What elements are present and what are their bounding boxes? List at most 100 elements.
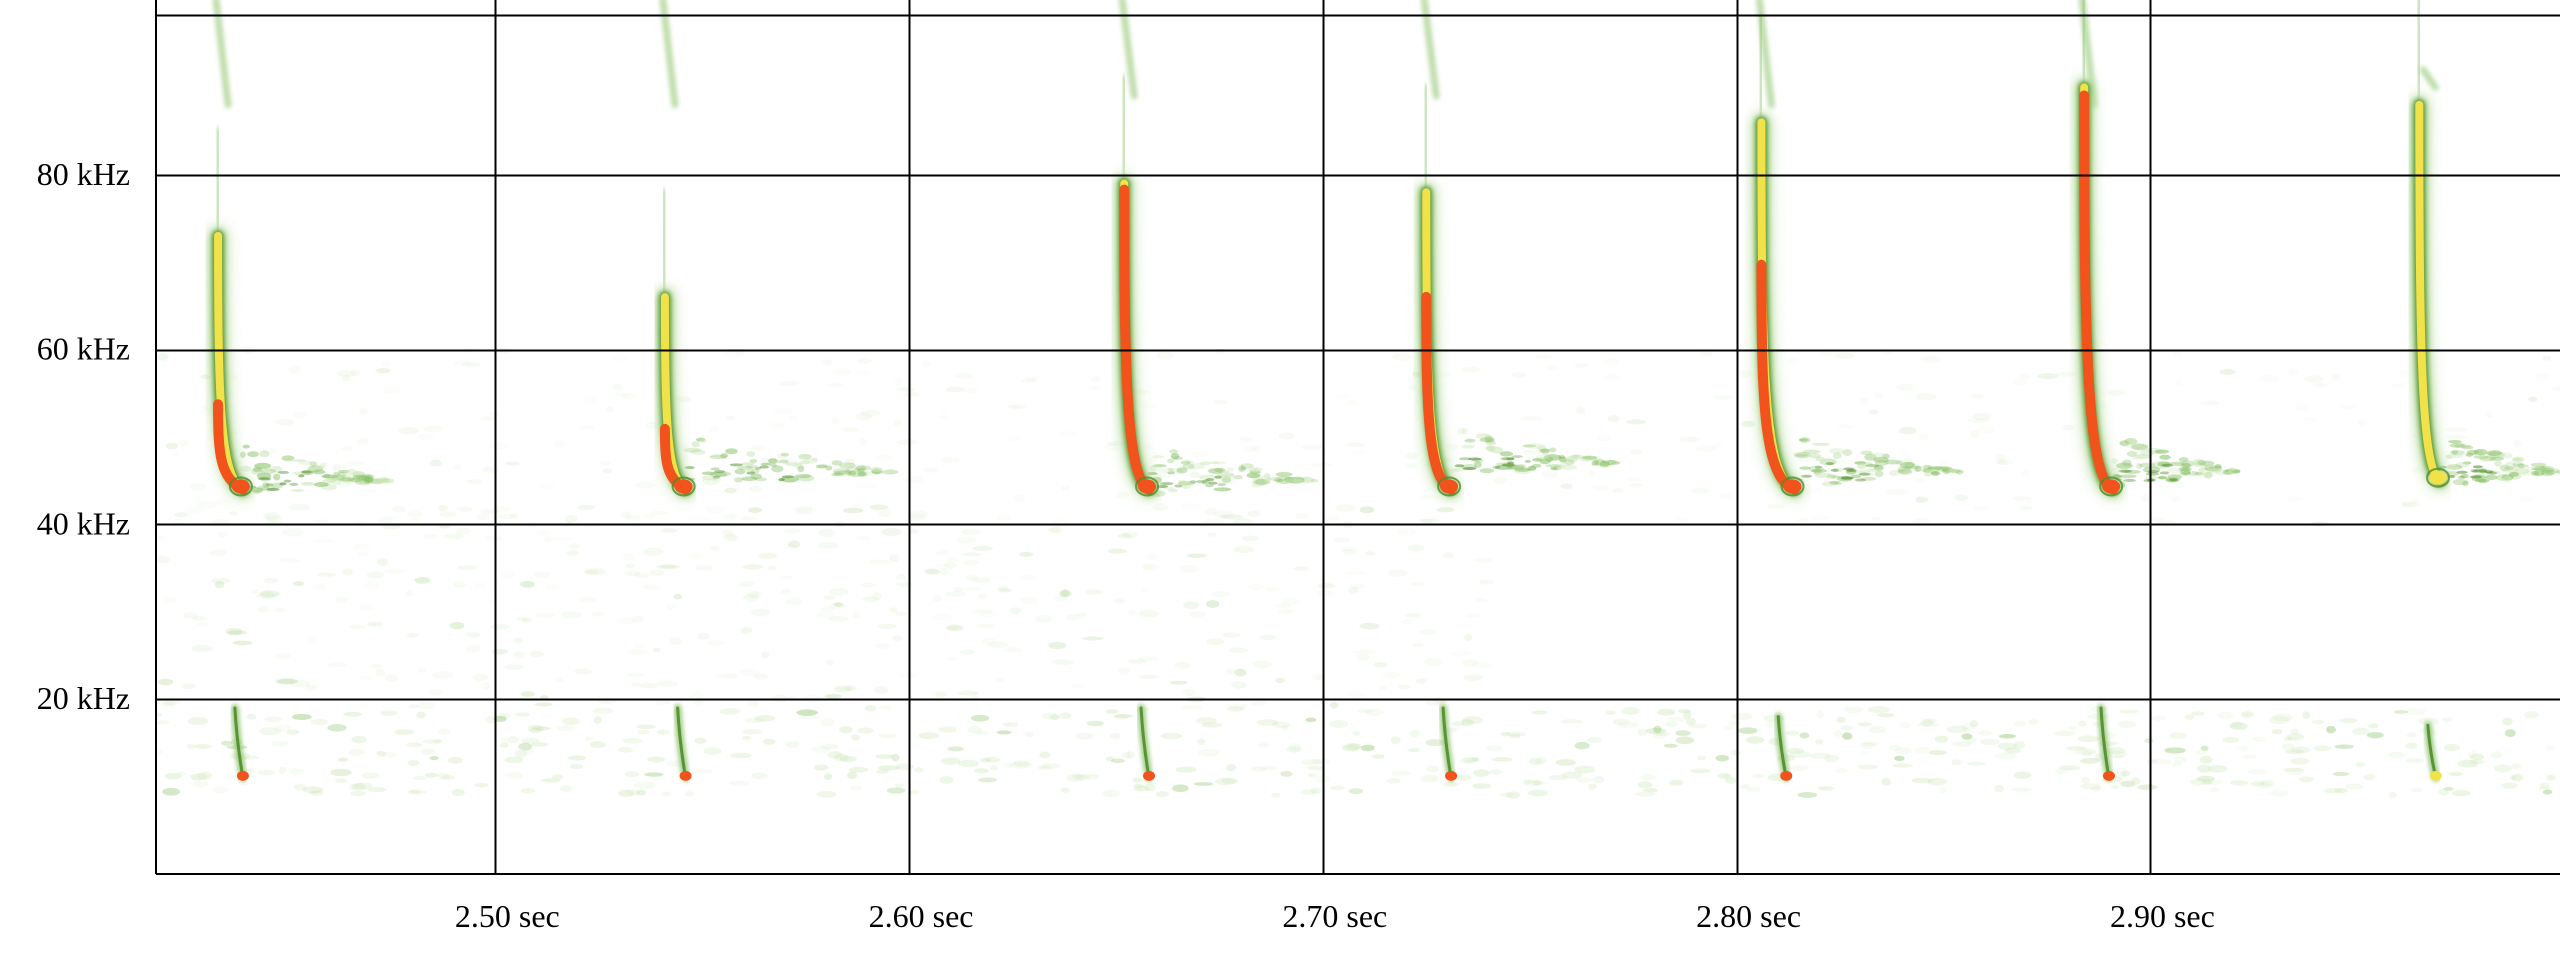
noise-speck [489, 623, 510, 630]
noise-speck [1419, 494, 1441, 499]
noise-speck [1451, 650, 1473, 657]
noise-speck [2518, 496, 2534, 503]
call-echo [811, 457, 818, 462]
noise-speck [176, 771, 186, 776]
noise-speck [2443, 786, 2454, 792]
noise-speck [1973, 506, 1990, 511]
noise-speck [787, 540, 801, 548]
noise-speck [621, 511, 632, 519]
call-echo [1955, 469, 1964, 475]
noise-speck [1113, 713, 1133, 718]
call-echo [1950, 469, 1961, 474]
noise-speck [1060, 431, 1076, 437]
call-echo-dark [2145, 472, 2160, 476]
noise-speck [1392, 353, 1412, 361]
noise-speck [1472, 783, 1491, 789]
noise-speck [1541, 470, 1558, 479]
noise-speck [427, 689, 443, 696]
noise-speck [693, 769, 714, 774]
noise-speck [1953, 494, 1969, 501]
call-echo-dark [759, 465, 770, 469]
call-echo [1550, 466, 1558, 471]
call-echo [2462, 461, 2472, 465]
noise-speck [420, 748, 436, 756]
noise-speck [2528, 396, 2538, 403]
call-echo [2191, 471, 2207, 476]
noise-speck [2174, 379, 2184, 387]
call-echo [2119, 474, 2137, 479]
call-echo [1842, 449, 1853, 456]
call-echo [683, 447, 702, 453]
noise-speck [1652, 733, 1667, 739]
call-echo [345, 469, 358, 475]
noise-speck [2201, 779, 2224, 785]
call-echo [1495, 464, 1513, 470]
call-echo [886, 469, 896, 475]
noise-speck [796, 709, 818, 716]
noise-speck [412, 775, 427, 781]
noise-speck [1041, 712, 1059, 720]
noise-speck [1008, 404, 1027, 409]
call-echo [2554, 470, 2560, 475]
call-echo-dark [2457, 475, 2466, 479]
call-echo [737, 465, 754, 470]
call-echo [1182, 463, 1195, 470]
call-echo [2545, 471, 2554, 475]
noise-speck [429, 459, 443, 467]
noise-speck [414, 576, 431, 584]
noise-speck [1226, 706, 1245, 712]
noise-speck [1458, 759, 1474, 764]
noise-speck [697, 632, 710, 640]
noise-speck [876, 769, 889, 774]
noise-speck [404, 590, 413, 597]
noise-speck [520, 787, 536, 794]
noise-speck [553, 440, 566, 448]
noise-speck [828, 462, 843, 469]
call-echo [701, 475, 719, 481]
call-echo [1558, 456, 1567, 463]
noise-speck [1349, 583, 1365, 590]
noise-speck [879, 705, 892, 710]
noise-speck [1002, 761, 1013, 769]
noise-speck [781, 589, 791, 594]
noise-speck [2184, 714, 2195, 720]
noise-speck [2260, 779, 2276, 787]
noise-speck [1018, 551, 1034, 557]
noise-speck [2112, 770, 2127, 778]
call-echo-dark [266, 487, 280, 491]
noise-speck [531, 726, 551, 731]
noise-speck [1407, 544, 1425, 552]
call-echo-dark [2120, 469, 2133, 473]
noise-speck [946, 625, 965, 632]
noise-speck [823, 595, 836, 600]
call-echo [2157, 476, 2167, 480]
noise-speck [186, 743, 195, 750]
call-extension [213, 127, 223, 240]
noise-speck [351, 783, 366, 791]
noise-speck [1390, 736, 1401, 745]
noise-speck [1349, 450, 1365, 456]
noise-speck [1075, 732, 1094, 740]
noise-speck [363, 581, 380, 590]
call-echo [290, 488, 305, 493]
noise-speck [660, 791, 671, 796]
call-echo-dark [265, 483, 274, 487]
noise-speck [552, 774, 563, 780]
noise-speck [1232, 518, 1253, 525]
noise-speck [994, 677, 1005, 683]
noise-speck [2062, 424, 2075, 431]
call-echo-dark [713, 469, 726, 473]
noise-speck [1127, 659, 1146, 664]
noise-speck [858, 438, 869, 446]
noise-speck [1711, 441, 1723, 449]
noise-speck [779, 575, 793, 580]
noise-speck [545, 584, 560, 591]
call-echo [1808, 465, 1824, 473]
noise-speck [2290, 746, 2311, 754]
call-echo-dark [1492, 465, 1501, 469]
y-tick-label: 20 kHz [37, 680, 130, 716]
noise-speck [336, 479, 350, 488]
noise-speck [795, 506, 813, 514]
noise-speck [703, 747, 722, 755]
noise-speck [1445, 443, 1459, 451]
